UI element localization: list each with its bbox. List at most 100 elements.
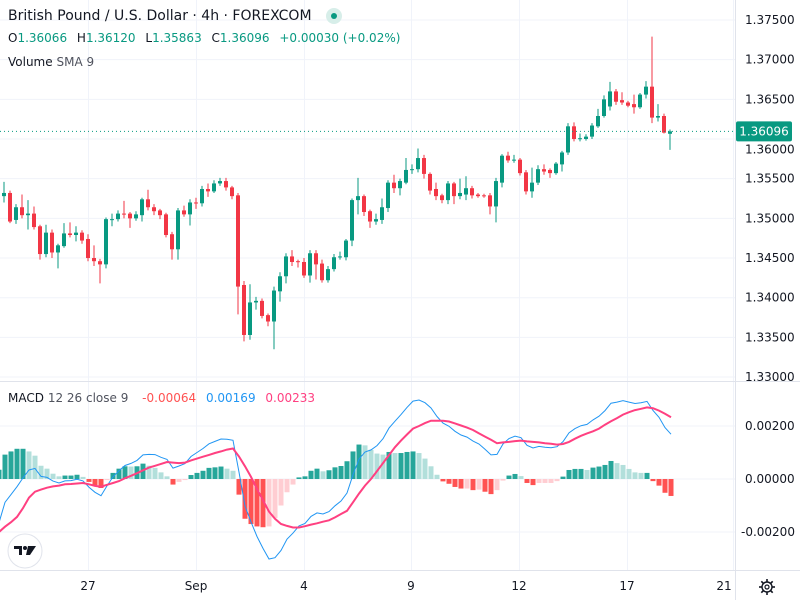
macd-histogram-bar [116, 468, 122, 479]
macd-histogram-bar [278, 479, 284, 506]
candle-body [542, 169, 546, 172]
candle-body [122, 213, 126, 215]
price-tick-label: 1.34500 [745, 251, 795, 265]
candle-body [2, 192, 6, 197]
candle-body [80, 232, 84, 241]
macd-histogram-bar [494, 479, 500, 491]
time-axis[interactable]: 27 Sep 4 9 12 17 21 [80, 579, 731, 593]
candle [488, 192, 492, 215]
macd-histogram-bar [614, 463, 620, 479]
candle-body [158, 210, 162, 216]
macd-histogram-bar [428, 466, 434, 479]
candle-body [38, 226, 42, 255]
candle-body [608, 91, 612, 107]
candle-body [188, 202, 192, 215]
macd-histogram-bar [356, 444, 362, 479]
macd-histogram-bar [596, 466, 602, 479]
macd-histogram-bar [470, 479, 476, 491]
candle-body [164, 214, 168, 236]
candle [386, 180, 390, 213]
time-tick-label: 27 [80, 579, 95, 593]
candle [362, 194, 366, 216]
candle-body [260, 300, 264, 316]
candle-body [86, 238, 90, 259]
candle-body [230, 187, 234, 197]
tradingview-logo[interactable] [7, 533, 43, 569]
macd-histogram-bar [62, 475, 68, 479]
candle [608, 81, 612, 111]
macd-histogram-bar [344, 461, 350, 479]
candle-body [272, 290, 276, 322]
candle-body [44, 232, 48, 255]
macd-histogram-bar [506, 475, 512, 479]
candle-body [530, 182, 534, 192]
candle [236, 192, 240, 315]
time-tick-label: 17 [619, 579, 634, 593]
candle-body [284, 256, 288, 277]
candle-body [464, 188, 468, 195]
candle [638, 92, 642, 109]
candle-body [518, 159, 522, 174]
candle-body [602, 99, 606, 117]
macd-histogram-bar [368, 449, 374, 479]
candle [194, 197, 198, 209]
macd-histogram-bar [20, 448, 26, 479]
candle [158, 208, 162, 220]
candle-body [446, 183, 450, 201]
candle-body [98, 261, 102, 265]
candle [344, 238, 348, 261]
macd-legend[interactable]: MACD 12 26 close 9 -0.00064 0.00169 0.00… [8, 391, 315, 405]
candle [182, 205, 186, 217]
candle [374, 213, 378, 225]
signal-line [0, 406, 672, 533]
macd-histogram-bar [578, 468, 584, 479]
candle [542, 164, 546, 175]
macd-histogram-bar [560, 476, 566, 479]
candle [506, 151, 510, 163]
macd-histogram-bar [434, 474, 440, 479]
candle [14, 204, 18, 224]
gear-icon[interactable] [759, 579, 775, 595]
candle [56, 243, 60, 269]
macd-histogram-bar [608, 460, 614, 479]
macd-histogram-bar [326, 470, 332, 479]
candle-body [626, 102, 630, 106]
price-axis[interactable]: 1.37500 1.37000 1.36500 1.36000 1.35500 1.350… [745, 13, 795, 384]
candle-body [344, 240, 348, 258]
volume-legend[interactable]: Volume SMA 9 [8, 55, 94, 69]
candle-body [50, 232, 54, 253]
macd-histogram-bar [164, 476, 170, 479]
candle-body [278, 276, 282, 292]
candle-body [404, 169, 408, 183]
candle [128, 212, 132, 228]
candle [458, 178, 462, 200]
time-tick-label: 12 [511, 579, 526, 593]
candle [170, 231, 174, 260]
macd-histogram-bar [482, 479, 488, 492]
candle [422, 154, 426, 179]
macd-histogram-bar [656, 479, 662, 486]
candle [494, 177, 498, 223]
candle-body [170, 234, 174, 250]
candle-body [572, 126, 576, 140]
candle-body [314, 253, 318, 265]
candle [668, 129, 672, 150]
candle [350, 198, 354, 247]
macd-histogram-bar [632, 472, 638, 479]
macd-histogram-bar [464, 479, 470, 489]
macd-histogram-bar [446, 479, 452, 484]
symbol-title[interactable]: British Pound / U.S. Dollar · 4h · FOREX… [8, 8, 312, 24]
candle [560, 150, 564, 172]
candle [572, 122, 576, 142]
macd-axis[interactable]: 0.00200 0.00000 -0.00200 [741, 419, 795, 539]
macd-histogram-bar [296, 477, 302, 479]
candle-body [56, 245, 60, 253]
macd-histogram-bar [290, 479, 296, 485]
market-status-icon[interactable] [325, 8, 342, 24]
symbol-legend[interactable]: British Pound / U.S. Dollar · 4h · FOREX… [8, 8, 342, 24]
candle [446, 181, 450, 205]
price-tick-label: 1.37500 [745, 13, 795, 27]
candle [650, 36, 654, 124]
candle [314, 250, 318, 280]
